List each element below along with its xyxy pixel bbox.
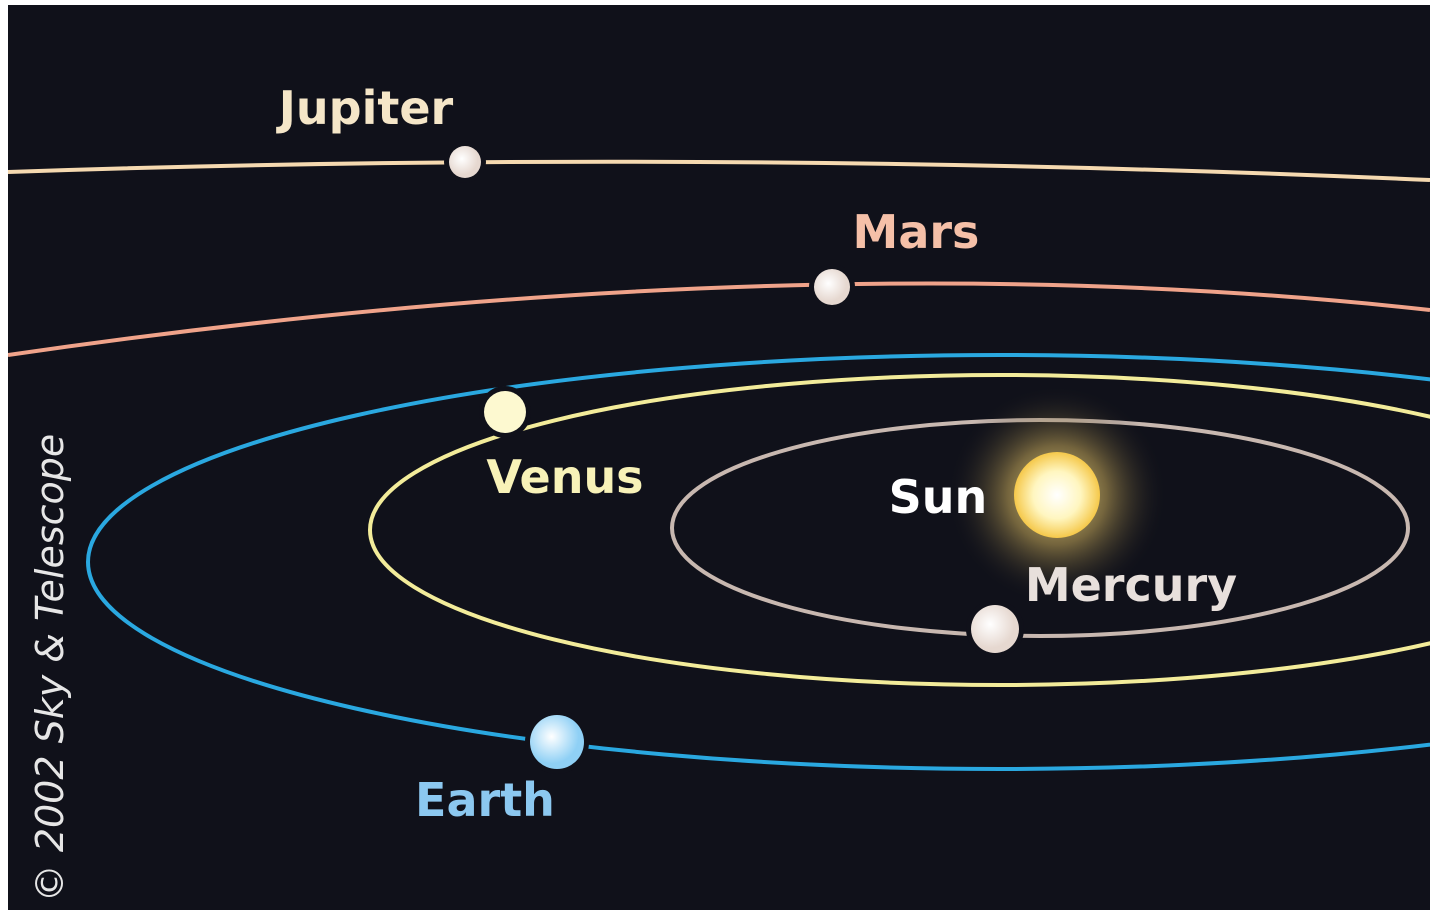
- planet-label: Venus: [486, 450, 643, 504]
- mercury: [971, 605, 1019, 653]
- planet-label: Mercury: [1025, 558, 1237, 612]
- diagram: Jupiter Mars Venus Sun Mercury Earth © 2…: [0, 0, 1430, 913]
- earth: [530, 715, 584, 769]
- planet-label: Earth: [415, 773, 555, 827]
- sun: [1014, 452, 1100, 538]
- star-label: Sun: [889, 470, 988, 524]
- planet-label: Mars: [853, 205, 980, 259]
- scene: Jupiter Mars Venus Sun Mercury Earth © 2…: [8, 5, 1430, 910]
- background: [8, 5, 1430, 910]
- jupiter: [449, 146, 481, 178]
- mars: [814, 269, 850, 305]
- credit: © 2002 Sky & Telescope: [28, 434, 72, 903]
- planet-label: Jupiter: [276, 81, 454, 135]
- page: Jupiter Mars Venus Sun Mercury Earth © 2…: [0, 0, 1430, 913]
- venus: [484, 391, 526, 433]
